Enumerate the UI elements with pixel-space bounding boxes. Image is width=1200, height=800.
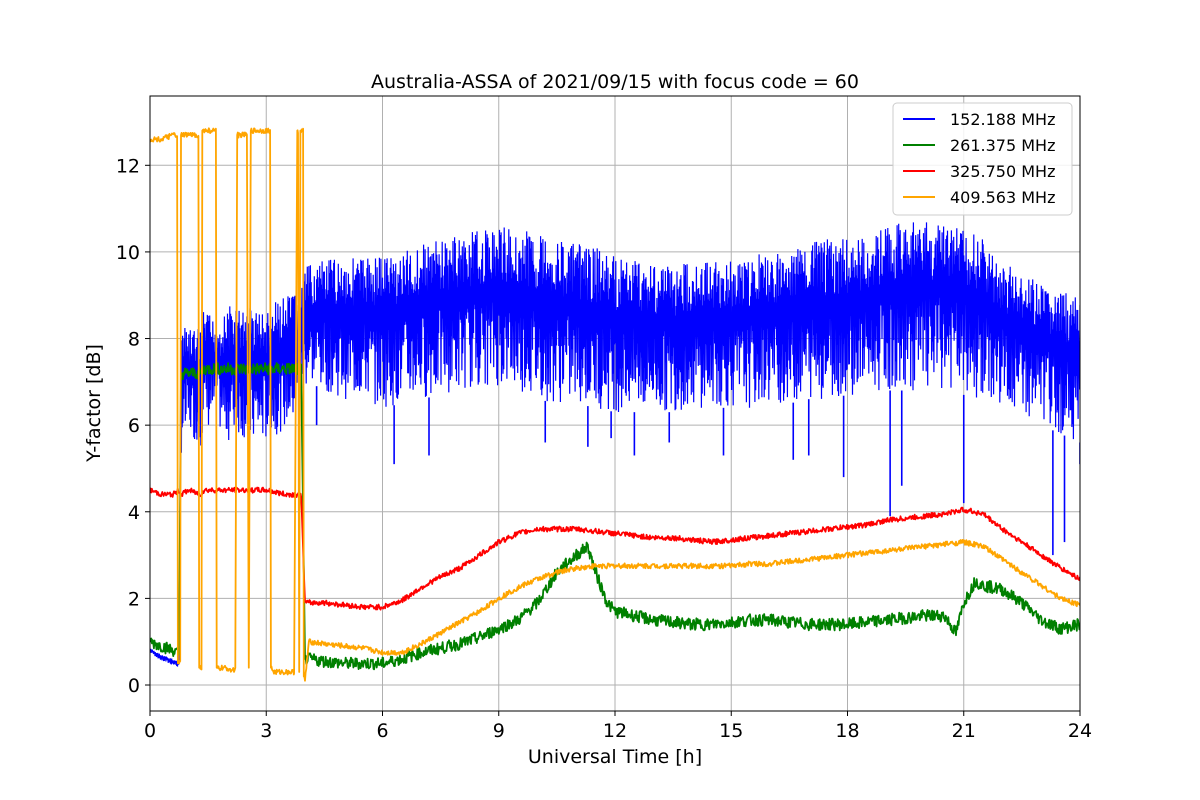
legend: 152.188 MHz 261.375 MHz 325.750 MHz 409.563…: [892, 102, 1073, 216]
series-line: [150, 486, 1080, 611]
legend-entry-152-188-mhz: 152.188 MHz: [903, 110, 1055, 129]
x-tick-label: 0: [144, 720, 156, 742]
x-tick-label: 18: [835, 720, 859, 742]
legend-entry-325-750-mhz: 325.750 MHz: [903, 162, 1055, 181]
x-tick-label: 21: [952, 720, 976, 742]
chart-title: Australia-ASSA of 2021/09/15 with focus …: [371, 71, 859, 93]
y-tick-label: 0: [128, 675, 140, 697]
series-409-563-mhz: [150, 127, 1080, 682]
y-axis-label: Y-factor [dB]: [83, 344, 105, 463]
y-tick-label: 10: [116, 242, 140, 264]
x-tick-label: 15: [719, 720, 743, 742]
x-tick-label: 6: [376, 720, 388, 742]
y-tick-label: 4: [128, 502, 140, 524]
legend-entry-409-563-mhz: 409.563 MHz: [903, 188, 1055, 207]
y-tick-label: 8: [128, 329, 140, 351]
legend-box: [892, 102, 1073, 216]
y-tick-label: 12: [116, 155, 140, 177]
series-line: [150, 362, 1080, 671]
x-tick-label: 24: [1068, 720, 1092, 742]
series-line: [150, 127, 1080, 682]
x-tick-label: 3: [260, 720, 272, 742]
y-tick-label: 6: [128, 415, 140, 437]
legend-label: 261.375 MHz: [950, 136, 1055, 155]
x-tick-label: 9: [493, 720, 505, 742]
series-layer: [150, 127, 1080, 682]
legend-label: 152.188 MHz: [950, 110, 1055, 129]
legend-label: 325.750 MHz: [950, 162, 1055, 181]
y-tick-label: 2: [128, 588, 140, 610]
series-261-375-mhz: [150, 362, 1080, 671]
series-152-188-mhz: [150, 222, 1080, 667]
series-325-750-mhz: [150, 486, 1080, 611]
x-tick-label: 12: [603, 720, 627, 742]
legend-label: 409.563 MHz: [950, 188, 1055, 207]
series-line: [150, 222, 1080, 667]
x-axis-label: Universal Time [h]: [528, 746, 702, 768]
legend-entry-261-375-mhz: 261.375 MHz: [903, 136, 1055, 155]
